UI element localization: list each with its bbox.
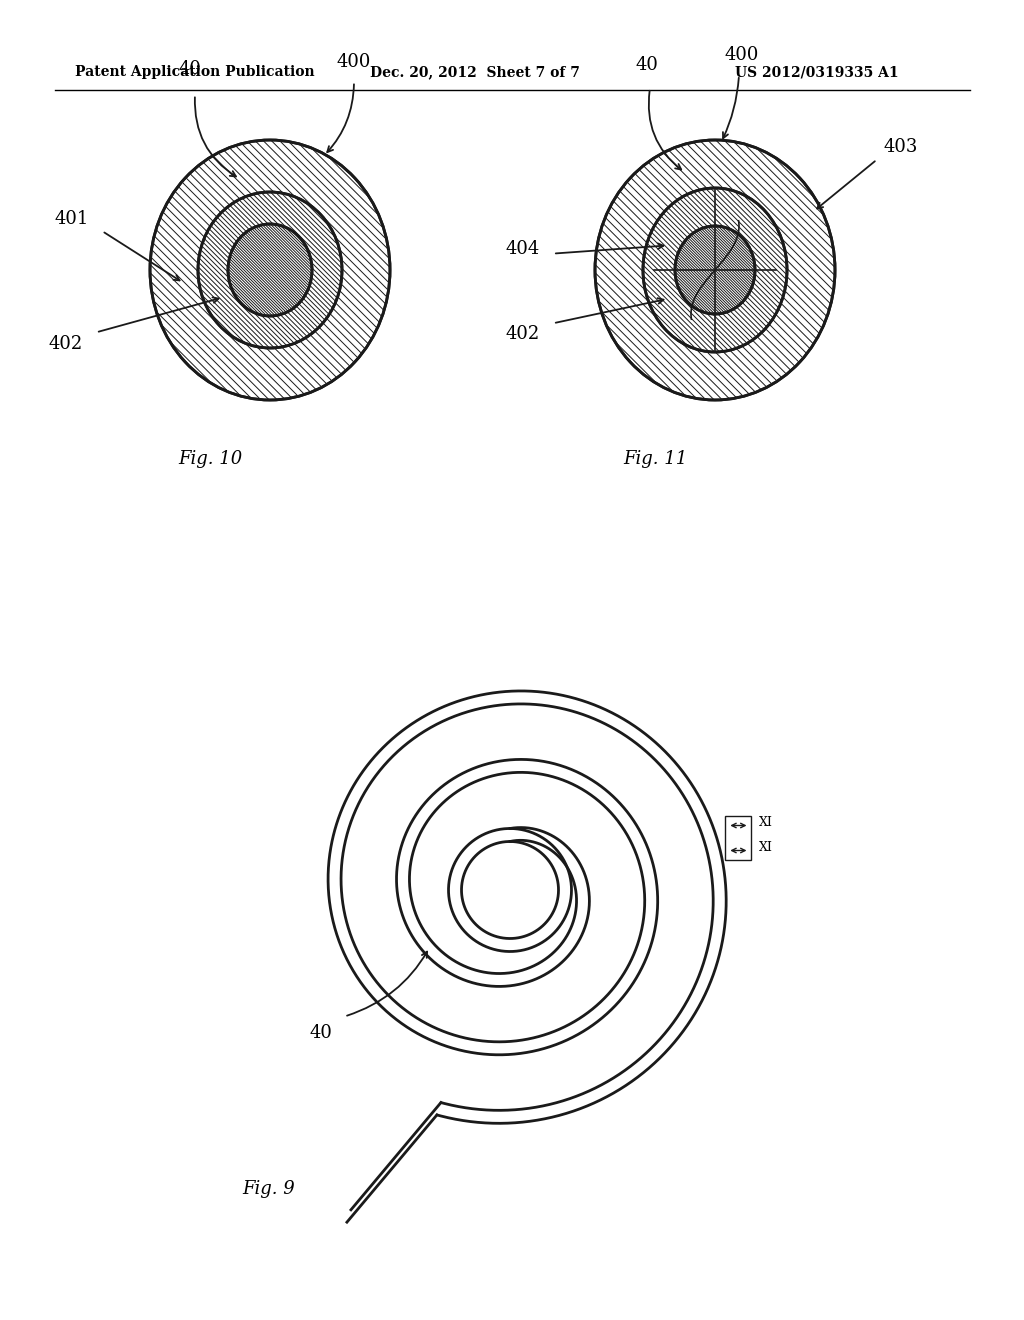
Text: Fig. 10: Fig. 10 xyxy=(178,450,242,469)
Text: 402: 402 xyxy=(506,325,540,343)
Ellipse shape xyxy=(675,226,755,314)
Text: 400: 400 xyxy=(724,46,759,65)
Text: Patent Application Publication: Patent Application Publication xyxy=(75,65,314,79)
Text: 403: 403 xyxy=(884,137,919,156)
Ellipse shape xyxy=(228,224,312,315)
Text: XI: XI xyxy=(760,816,773,829)
Text: Dec. 20, 2012  Sheet 7 of 7: Dec. 20, 2012 Sheet 7 of 7 xyxy=(370,65,580,79)
Text: Fig. 9: Fig. 9 xyxy=(242,1180,295,1199)
Text: 40: 40 xyxy=(178,59,202,78)
Text: Fig. 11: Fig. 11 xyxy=(623,450,687,469)
Text: 40: 40 xyxy=(636,55,658,74)
Text: 402: 402 xyxy=(49,335,83,354)
Text: 401: 401 xyxy=(55,210,89,228)
Text: 40: 40 xyxy=(310,1023,333,1041)
Ellipse shape xyxy=(643,187,787,352)
Ellipse shape xyxy=(198,191,342,348)
Text: 404: 404 xyxy=(506,240,540,259)
Bar xyxy=(725,816,752,861)
Ellipse shape xyxy=(595,140,835,400)
Ellipse shape xyxy=(150,140,390,400)
Text: US 2012/0319335 A1: US 2012/0319335 A1 xyxy=(735,65,899,79)
Text: XI: XI xyxy=(760,841,773,854)
Text: 400: 400 xyxy=(337,53,371,71)
